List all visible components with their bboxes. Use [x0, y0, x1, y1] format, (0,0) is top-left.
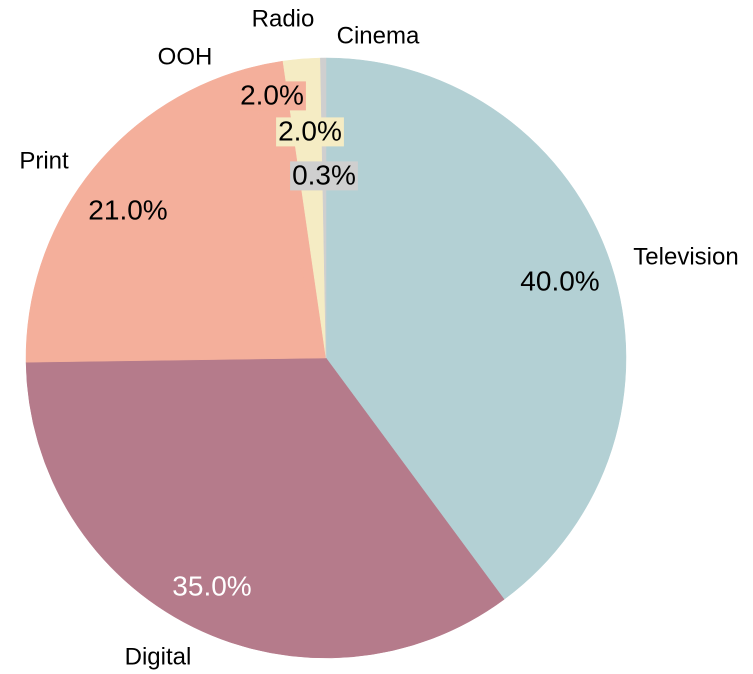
value-label: 2.0% — [240, 79, 304, 110]
label-background — [290, 161, 358, 191]
pie-slice — [325, 57, 627, 600]
label-background — [238, 81, 306, 111]
category-label: Cinema — [337, 22, 420, 49]
value-label: 40.0% — [520, 265, 599, 296]
value-label: 0.3% — [292, 159, 356, 190]
category-label: Print — [19, 147, 69, 174]
value-label: 21.0% — [88, 194, 167, 225]
category-label: OOH — [158, 43, 213, 70]
pie-slice — [25, 68, 327, 363]
pie-slice — [25, 357, 505, 659]
value-label: 35.0% — [172, 570, 251, 601]
category-label: Radio — [252, 5, 315, 32]
category-label: Television — [633, 243, 738, 270]
category-label: Digital — [125, 643, 192, 670]
label-background — [276, 117, 344, 147]
value-label: 2.0% — [278, 115, 342, 146]
